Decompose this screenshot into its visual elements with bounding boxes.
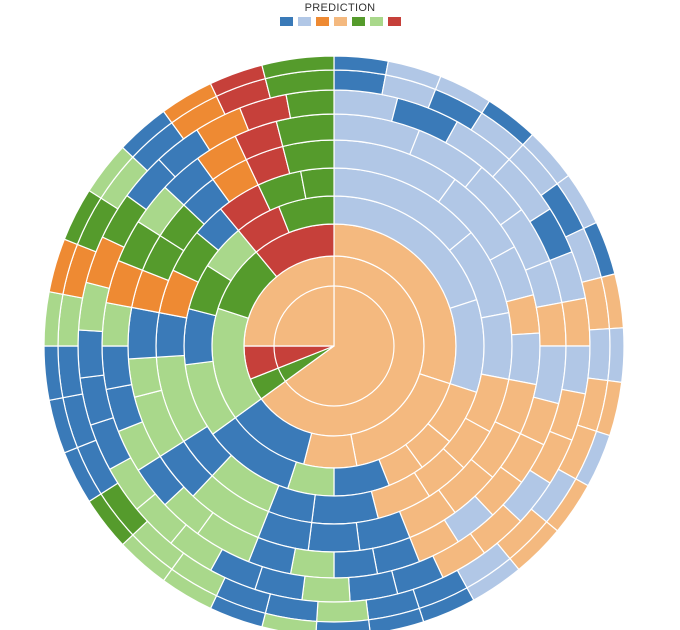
legend-swatch-class-3[interactable] — [315, 17, 329, 26]
sunburst-arc-level9-16[interactable] — [315, 619, 371, 630]
sunburst-arc-level4-7[interactable] — [311, 490, 379, 525]
sunburst-arc-level7-7[interactable] — [561, 345, 591, 395]
sunburst-arc-level5-10[interactable] — [307, 521, 361, 553]
legend: PREDICTION — [0, 2, 680, 26]
legend-swatch-class-4[interactable] — [333, 17, 347, 26]
legend-swatch-class-5[interactable] — [351, 17, 365, 26]
sunburst-arc-level7-15[interactable] — [301, 575, 351, 603]
sunburst-arc-level5-4[interactable] — [508, 332, 541, 386]
legend-swatch-class-7[interactable] — [387, 17, 401, 26]
legend-swatches — [0, 17, 680, 26]
sunburst-arc-level7-23[interactable] — [77, 329, 105, 379]
sunburst-arc-level9-32[interactable] — [261, 55, 335, 80]
sunburst-arc-level3-9[interactable] — [183, 307, 217, 366]
sunburst-arc-level6-14[interactable] — [289, 547, 335, 579]
legend-swatch-class-2[interactable] — [297, 17, 311, 26]
sunburst-arc-level6-21[interactable] — [101, 345, 133, 391]
sunburst-arc-level6-22[interactable] — [101, 301, 133, 347]
legend-title: PREDICTION — [304, 2, 376, 14]
sunburst-arc-level6-13[interactable] — [333, 547, 379, 579]
inner-hairline — [273, 285, 395, 407]
sunburst-arc-level4-18[interactable] — [299, 167, 335, 200]
sunburst-arc-level4-12[interactable] — [155, 311, 188, 358]
sunburst-arc-level8-16[interactable] — [316, 599, 370, 623]
sunburst-arc-level7-31[interactable] — [285, 89, 335, 119]
sunburst-arc-level2-2[interactable] — [302, 432, 358, 469]
sunburst-arc-level5-16[interactable] — [127, 306, 160, 360]
legend-swatch-class-6[interactable] — [369, 17, 383, 26]
sunburst-arc-level8-8[interactable] — [587, 328, 611, 382]
legend-swatch-class-1[interactable] — [279, 17, 293, 26]
sunburst-arc-level7-6[interactable] — [561, 297, 591, 347]
sunburst-arc-level4-2[interactable] — [480, 311, 513, 381]
sunburst-arc-level6-5[interactable] — [535, 301, 567, 347]
sunburst-arc-level9-8[interactable] — [607, 327, 625, 384]
